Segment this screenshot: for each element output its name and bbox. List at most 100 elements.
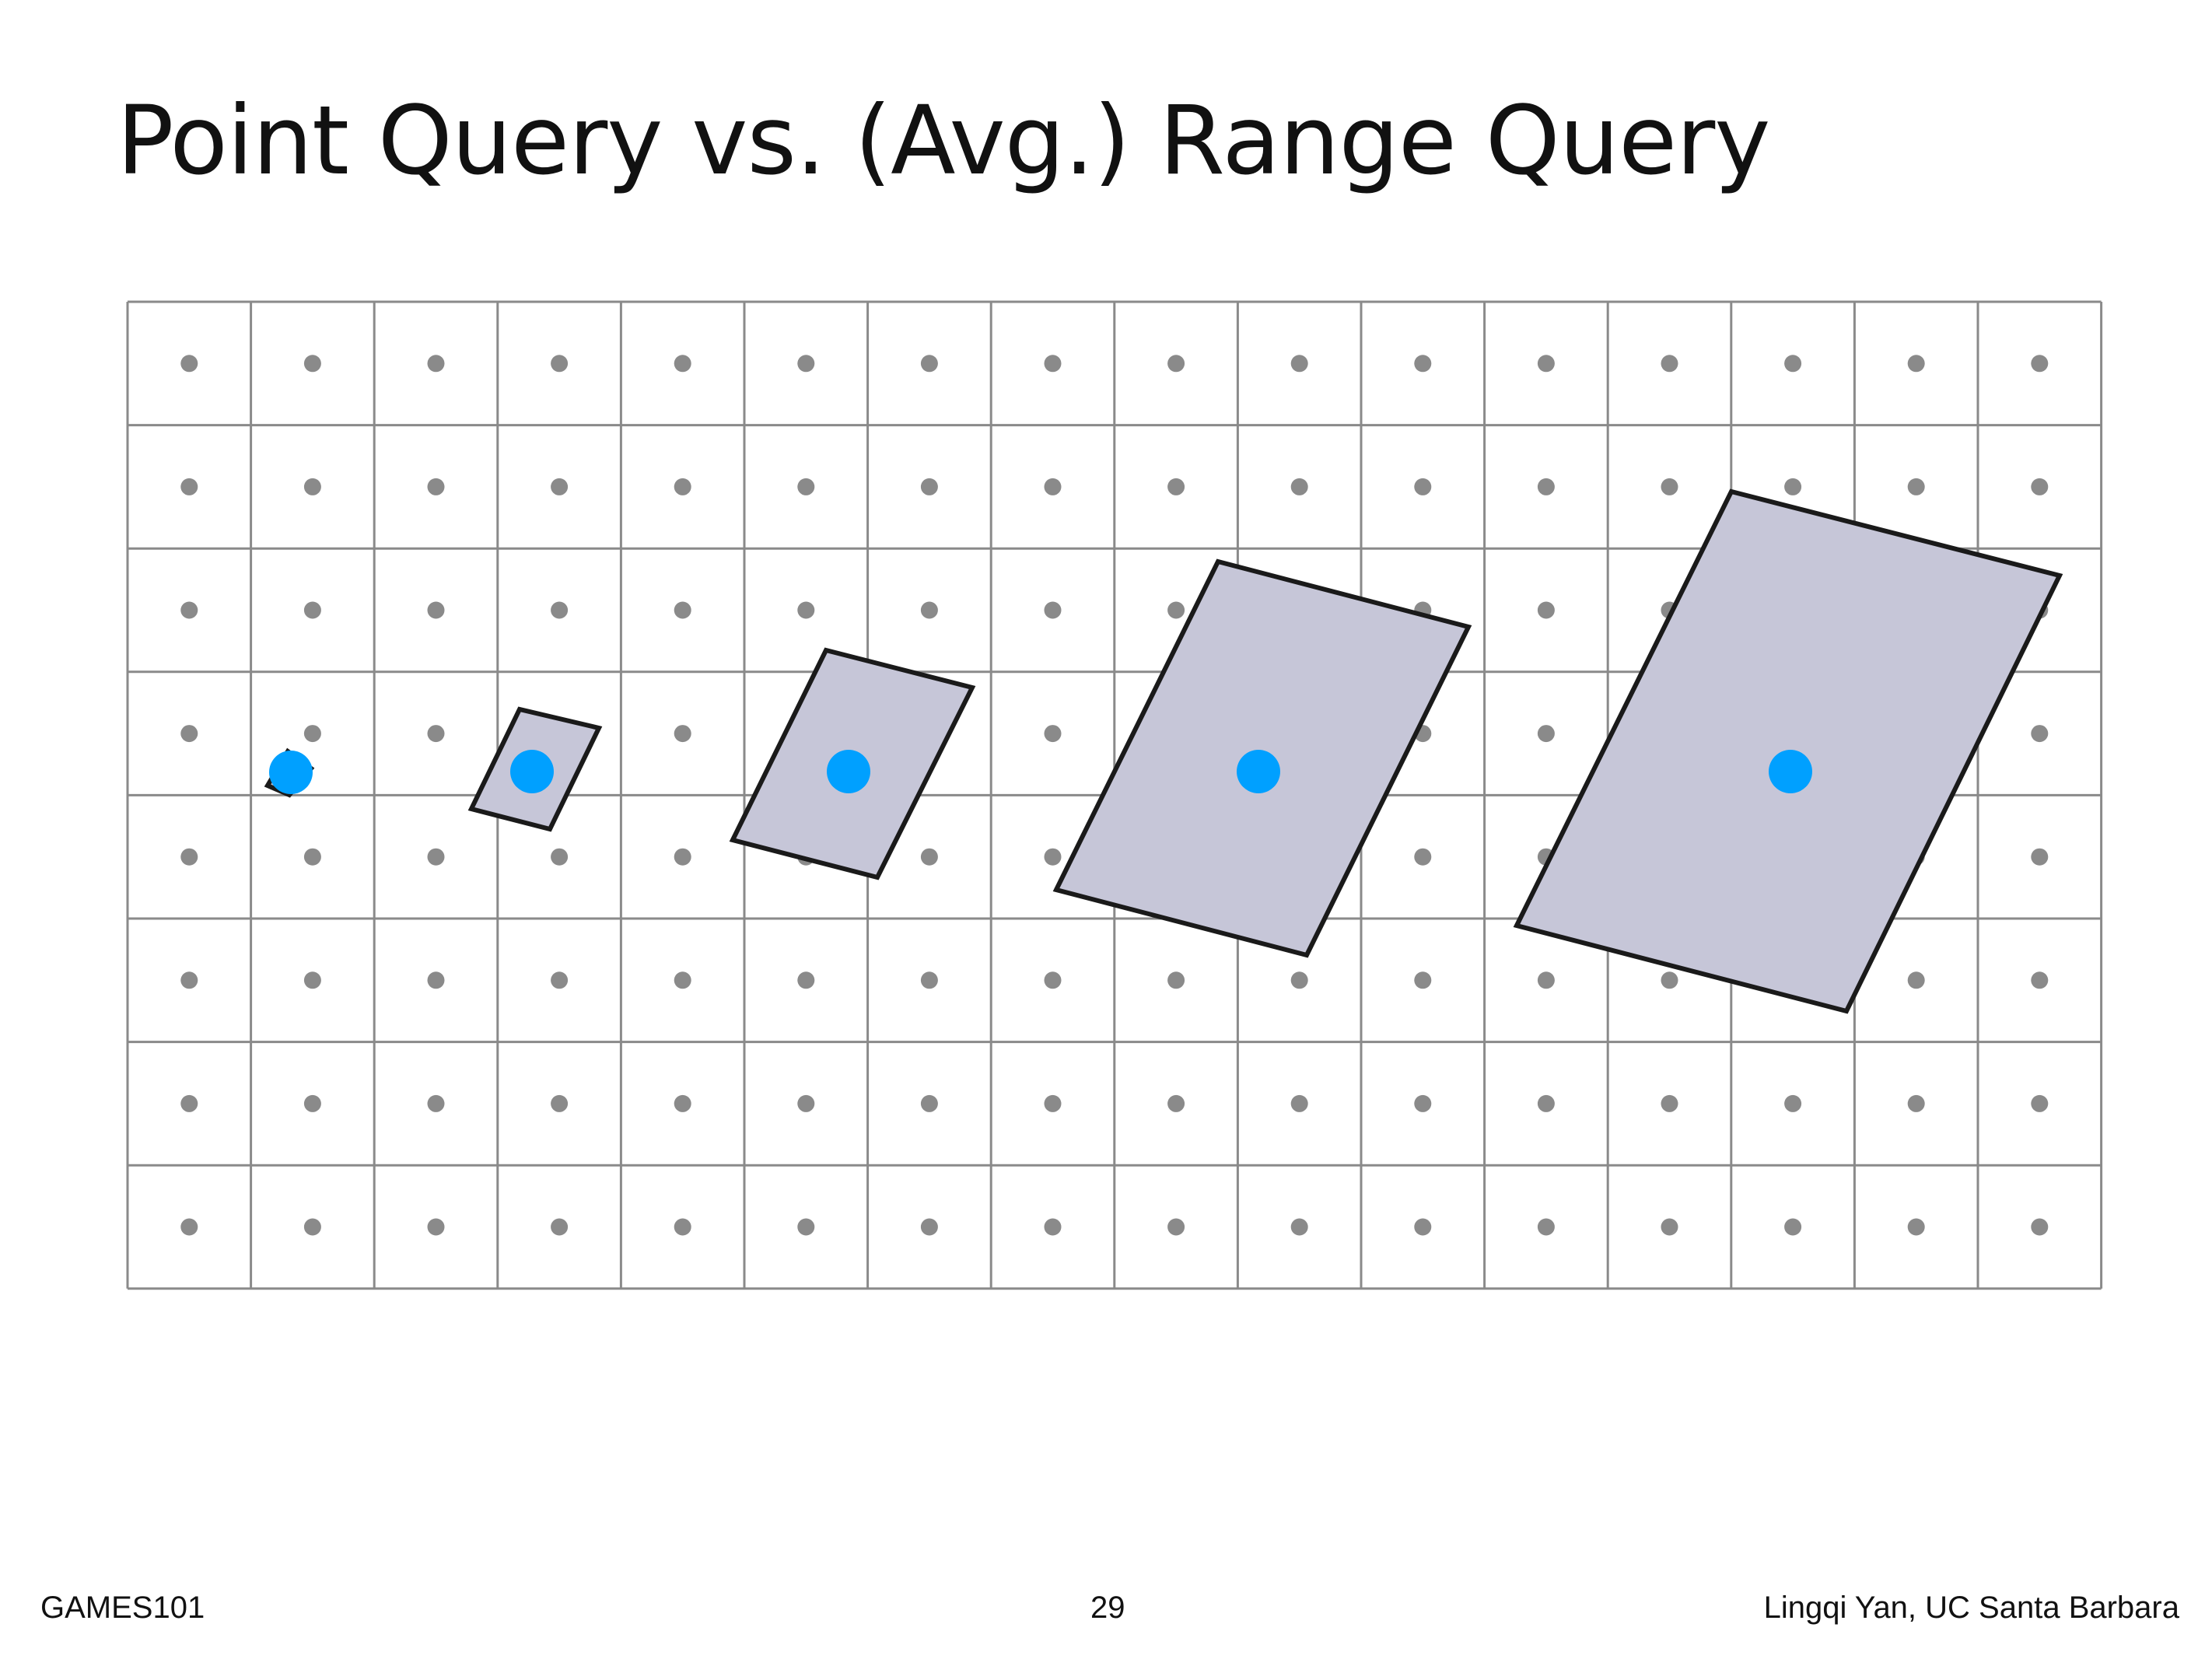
sample-dot <box>1907 1094 1925 1112</box>
sample-dot <box>427 848 445 866</box>
sample-dot <box>1537 1218 1555 1236</box>
sample-dot <box>180 1094 198 1112</box>
sample-dot <box>1044 355 1062 373</box>
sample-dot <box>1290 478 1308 495</box>
sample-dot <box>797 355 815 373</box>
sample-dot <box>427 601 445 619</box>
query-point-3 <box>827 750 870 793</box>
sample-dot <box>1044 1094 1062 1112</box>
sample-dot <box>551 848 569 866</box>
sample-dot <box>797 601 815 619</box>
sample-dot <box>1290 1218 1308 1236</box>
query-point-4 <box>1237 750 1280 793</box>
sample-dot <box>2031 1218 2049 1236</box>
sample-dot <box>674 848 691 866</box>
sample-dot <box>427 971 445 989</box>
sample-dot <box>1167 355 1185 373</box>
sample-dot <box>2031 355 2049 373</box>
sample-dot <box>551 478 569 495</box>
sample-dot <box>1414 848 1432 866</box>
course-label: GAMES101 <box>40 1591 205 1625</box>
sample-dot <box>1661 1218 1678 1236</box>
sample-dot <box>180 725 198 743</box>
sample-dot <box>427 725 445 743</box>
sample-dot <box>180 971 198 989</box>
sample-dot <box>797 1094 815 1112</box>
sample-dot <box>1167 1094 1185 1112</box>
sample-dot <box>920 848 938 866</box>
sample-dot <box>674 355 691 373</box>
author-label: Lingqi Yan, UC Santa Barbara <box>1763 1591 2179 1625</box>
sample-dot <box>1044 848 1062 866</box>
query-points <box>269 750 1812 794</box>
sample-dot <box>1907 971 1925 989</box>
sample-dot <box>920 1218 938 1236</box>
sample-dot <box>1907 355 1925 373</box>
sample-dot <box>303 1094 321 1112</box>
sample-dot <box>427 1094 445 1112</box>
sample-dot <box>180 1218 198 1236</box>
sample-dot <box>1537 601 1555 619</box>
sample-dot <box>1414 971 1432 989</box>
sample-dot <box>920 971 938 989</box>
sample-dot <box>1167 971 1185 989</box>
sample-dot <box>551 355 569 373</box>
sample-dot <box>797 971 815 989</box>
sample-dot <box>1414 1218 1432 1236</box>
sample-dot <box>1414 478 1432 495</box>
sample-dot <box>303 725 321 743</box>
sample-dot <box>551 601 569 619</box>
sample-dot <box>1537 971 1555 989</box>
sample-dot <box>2031 478 2049 495</box>
sample-dot <box>180 848 198 866</box>
slide-title: Point Query vs. (Avg.) Range Query <box>117 86 1770 196</box>
query-point-5 <box>1769 750 1812 793</box>
sample-dot <box>2031 971 2049 989</box>
sample-dot <box>180 601 198 619</box>
sample-dot <box>551 1094 569 1112</box>
sample-dot <box>551 971 569 989</box>
sample-dot <box>1290 355 1308 373</box>
sample-dot <box>797 1218 815 1236</box>
sample-dot <box>1044 478 1062 495</box>
sample-dot <box>1661 1094 1678 1112</box>
sample-dot <box>303 848 321 866</box>
sample-dot <box>674 1094 691 1112</box>
query-point-2 <box>510 750 554 793</box>
sample-dot <box>2031 848 2049 866</box>
sample-dot <box>797 478 815 495</box>
sample-dot <box>1537 478 1555 495</box>
sample-dot <box>303 355 321 373</box>
sample-dot <box>180 355 198 373</box>
sample-dot <box>1414 355 1432 373</box>
sample-dot <box>1537 355 1555 373</box>
sample-dot <box>1167 1218 1185 1236</box>
sample-dot <box>1661 355 1678 373</box>
sample-dot <box>303 971 321 989</box>
sample-dot <box>1290 971 1308 989</box>
sample-dot <box>920 601 938 619</box>
sample-dot <box>1414 1094 1432 1112</box>
sample-dot <box>920 355 938 373</box>
sample-dot <box>1167 478 1185 495</box>
sample-dot <box>1661 971 1678 989</box>
sample-dot <box>303 1218 321 1236</box>
sample-dot <box>427 1218 445 1236</box>
sample-dot <box>920 478 938 495</box>
sample-dot <box>1290 1094 1308 1112</box>
sample-dot <box>551 1218 569 1236</box>
sample-dot <box>674 478 691 495</box>
sample-dot <box>1784 478 1802 495</box>
sample-dot <box>1907 1218 1925 1236</box>
sample-dot <box>303 601 321 619</box>
sample-dot <box>1784 1094 1802 1112</box>
sample-dot <box>674 1218 691 1236</box>
sample-dot <box>1907 478 1925 495</box>
sample-dot <box>1044 1218 1062 1236</box>
sample-dot <box>427 478 445 495</box>
sample-dot <box>1661 478 1678 495</box>
sample-dot <box>1044 971 1062 989</box>
sample-dot <box>2031 725 2049 743</box>
sample-dot <box>1784 355 1802 373</box>
